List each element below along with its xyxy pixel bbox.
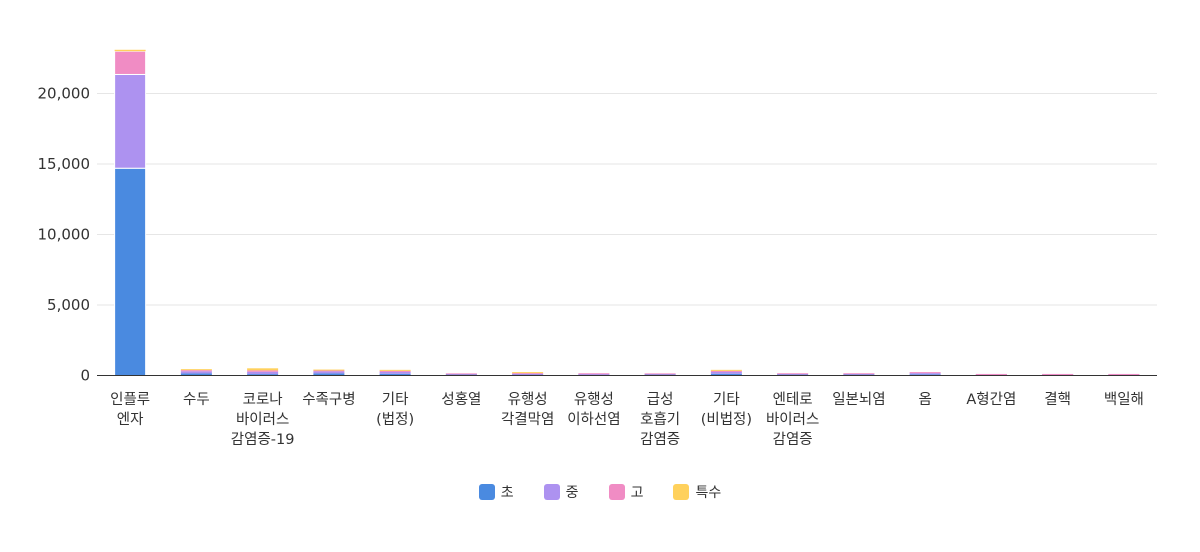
bar-segment[interactable] (114, 167, 147, 376)
bar-segment[interactable] (843, 373, 875, 375)
y-tick-label: 20,000 (38, 85, 91, 103)
bar-segment[interactable] (114, 49, 146, 52)
x-tick-label: 유행성 각결막염 (501, 391, 554, 428)
legend-item[interactable]: 초 (478, 482, 514, 502)
x-tick-label: 유행성 이하선염 (567, 391, 620, 428)
bar-segment[interactable] (710, 369, 742, 371)
x-tick-label: 기타 (법정) (376, 391, 414, 428)
bar-segment[interactable] (247, 371, 279, 375)
bar-segment[interactable] (180, 370, 212, 372)
bar-segment[interactable] (247, 374, 279, 376)
bar-segment[interactable] (644, 373, 676, 375)
y-tick-label: 5,000 (47, 296, 90, 314)
bar-segment[interactable] (114, 73, 147, 169)
x-tick-label: 급성 호흡기 감염증 (640, 391, 680, 448)
bar-segment[interactable] (909, 373, 941, 375)
bar-segment[interactable] (313, 369, 345, 371)
grid-lines (97, 93, 1157, 306)
bar-segment[interactable] (578, 373, 610, 375)
bar-segment[interactable] (379, 373, 411, 376)
bar-segment[interactable] (379, 370, 411, 372)
bar-segment[interactable] (180, 371, 212, 374)
x-tick-label: 인플루 엔자 (110, 391, 150, 428)
bar-segment[interactable] (379, 369, 411, 371)
bar-segment[interactable] (1108, 373, 1140, 375)
legend-swatch (478, 484, 495, 500)
legend-item[interactable]: 고 (608, 482, 644, 502)
legend-item[interactable]: 중 (543, 482, 579, 502)
x-tick-label: 성홍열 (441, 391, 481, 408)
bar-segment[interactable] (512, 372, 544, 374)
x-tick-label: 기타 (비법정) (701, 391, 752, 428)
bar-segment[interactable] (1042, 373, 1074, 375)
stacked-bar-chart: 0 5,000 10,000 15,000 20,000 인플루 엔자 수두 코로나 바이러스 감염… (38, 49, 1157, 448)
bar-segment[interactable] (909, 374, 941, 376)
x-tick-label: 수족구병 (302, 391, 355, 408)
y-tick-label: 15,000 (38, 155, 91, 173)
x-tick-label: 코로나 바이러스 감염증-19 (231, 391, 295, 448)
legend-item[interactable]: 특수 (673, 482, 721, 502)
bar-segment[interactable] (777, 373, 809, 375)
x-tick-label: 백일해 (1104, 391, 1144, 408)
bar-segment[interactable] (379, 371, 411, 374)
bar-segment[interactable] (975, 373, 1007, 375)
legend-label: 초 (500, 485, 514, 501)
bar-segment[interactable] (710, 370, 742, 372)
bar-segment[interactable] (909, 372, 941, 374)
bar-segment[interactable] (710, 373, 742, 376)
bar-segment[interactable] (445, 373, 477, 375)
legend-label: 중 (565, 485, 579, 501)
y-tick-label: 10,000 (38, 226, 91, 244)
bar-segment[interactable] (180, 373, 212, 376)
axes: 0 5,000 10,000 15,000 20,000 인플루 엔자 수두 코로나 바이러스 감염… (38, 85, 1157, 448)
legend-swatch (673, 484, 690, 500)
bar-segment[interactable] (710, 371, 742, 374)
bar-segment[interactable] (247, 368, 279, 371)
x-tick-label: 엔테로 바이러스 감염증 (766, 391, 819, 448)
legend-label: 고 (630, 485, 644, 501)
bar-segment[interactable] (247, 370, 279, 372)
bar-segment[interactable] (180, 369, 212, 371)
x-tick-label: A형간염 (966, 391, 1016, 408)
legend-swatch (543, 484, 560, 500)
bar-segment[interactable] (313, 371, 345, 374)
y-tick-label: 0 (80, 367, 90, 385)
legend-swatch (608, 484, 625, 500)
bars (114, 49, 1140, 376)
legend-label: 특수 (695, 485, 722, 501)
x-tick-label: 결핵 (1044, 391, 1071, 408)
x-tick-label: 수두 (183, 391, 210, 408)
bar-segment[interactable] (578, 373, 610, 375)
bar-segment[interactable] (512, 373, 544, 375)
bar-segment[interactable] (114, 50, 147, 75)
x-tick-label: 일본뇌염 (832, 391, 885, 408)
bar-segment[interactable] (313, 370, 345, 372)
bar-segment[interactable] (313, 373, 345, 376)
bar-segment[interactable] (512, 373, 544, 375)
legend: 초 중 고 특수 (0, 482, 1200, 502)
x-tick-label: 옴 (918, 392, 931, 408)
